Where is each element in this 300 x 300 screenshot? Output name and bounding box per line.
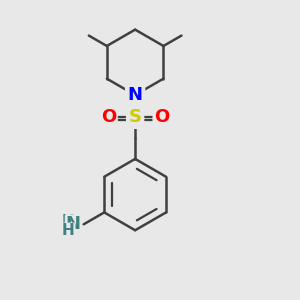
Text: O: O <box>154 108 170 126</box>
Text: H: H <box>62 214 75 229</box>
Text: N: N <box>128 86 142 104</box>
Text: H: H <box>62 223 75 238</box>
Text: O: O <box>101 108 116 126</box>
Text: S: S <box>129 108 142 126</box>
Text: N: N <box>66 215 81 233</box>
